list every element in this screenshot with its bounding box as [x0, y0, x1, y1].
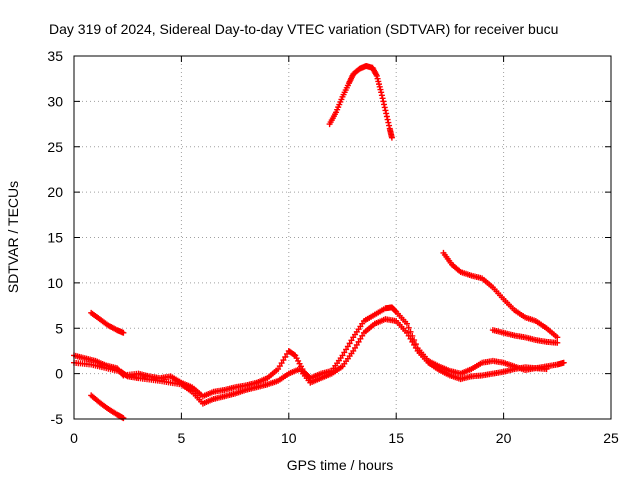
- data-point: [379, 95, 386, 102]
- data-point: [388, 134, 395, 141]
- data-point: [385, 119, 392, 126]
- data-point: [383, 110, 390, 117]
- data-point: [120, 415, 127, 422]
- data-point: [386, 122, 393, 129]
- data-point: [123, 372, 130, 379]
- data-point: [375, 78, 382, 85]
- x-tick-label: 5: [178, 430, 186, 446]
- data-point: [380, 98, 387, 105]
- data-point: [409, 338, 416, 345]
- series-arc-late-a: [440, 249, 561, 341]
- data-point: [560, 359, 567, 366]
- data-point: [357, 335, 364, 342]
- data-point: [353, 341, 360, 348]
- x-tick-label: 10: [281, 430, 297, 446]
- data-point: [339, 352, 346, 359]
- data-point: [280, 357, 287, 364]
- data-point: [373, 72, 380, 79]
- data-point: [344, 343, 351, 350]
- series-arc-short-a: [88, 309, 127, 336]
- data-point: [407, 328, 414, 335]
- x-tick-label: 20: [496, 430, 512, 446]
- data-point: [378, 92, 385, 99]
- data-point: [348, 337, 355, 344]
- plot-frame: [73, 55, 612, 420]
- y-tick-label: 20: [47, 184, 63, 200]
- data-point: [341, 349, 348, 356]
- data-points: [71, 62, 567, 422]
- data-point: [411, 341, 418, 348]
- data-point: [359, 332, 366, 339]
- data-point: [412, 344, 419, 351]
- data-point: [405, 324, 412, 331]
- y-tick-label: 35: [47, 48, 63, 64]
- data-point: [282, 353, 289, 360]
- data-point: [352, 344, 359, 351]
- series-arc-main-1: [71, 304, 567, 400]
- data-point: [377, 86, 384, 93]
- data-point: [554, 334, 561, 341]
- y-tick-label: 0: [55, 366, 63, 382]
- data-point: [275, 366, 282, 373]
- data-point: [378, 89, 385, 96]
- data-point: [350, 347, 357, 354]
- data-point: [291, 351, 298, 358]
- x-tick-label: 15: [388, 430, 404, 446]
- x-axis-label: GPS time / hours: [287, 457, 394, 473]
- series-arc-short-b: [88, 392, 127, 422]
- y-tick-label: 10: [47, 275, 63, 291]
- data-point: [383, 113, 390, 120]
- data-point: [403, 329, 410, 336]
- data-point: [381, 104, 388, 111]
- data-point: [554, 339, 561, 346]
- data-point: [381, 101, 388, 108]
- x-tick-label: 25: [603, 430, 619, 446]
- data-point: [405, 332, 412, 339]
- series-arc-late-b: [489, 327, 561, 346]
- data-point: [376, 83, 383, 90]
- y-tick-label: 15: [47, 230, 63, 246]
- axis-ticks: 0 5 10 15 20 25 -5 0 5 10 15 20 25 30 35: [47, 48, 619, 446]
- data-point: [276, 363, 283, 370]
- data-point: [346, 340, 353, 347]
- y-tick-label: -5: [51, 411, 64, 427]
- series-arc-peak: [326, 62, 395, 141]
- data-point: [376, 81, 383, 88]
- y-tick-label: 5: [55, 320, 63, 336]
- data-point: [384, 116, 391, 123]
- y-tick-label: 25: [47, 139, 63, 155]
- data-point: [543, 366, 550, 373]
- data-point: [120, 329, 127, 336]
- data-point: [407, 335, 414, 342]
- data-point: [278, 360, 285, 367]
- data-point: [343, 346, 350, 353]
- series-arc-main-2: [71, 316, 550, 407]
- data-point: [382, 107, 389, 114]
- y-axis-label: SDTVAR / TECUs: [5, 181, 21, 293]
- chart-title: Day 319 of 2024, Sidereal Day-to-day VTE…: [49, 21, 558, 37]
- data-point: [403, 320, 410, 327]
- data-point: [374, 75, 381, 82]
- y-tick-label: 30: [47, 93, 63, 109]
- data-point: [355, 338, 362, 345]
- x-tick-label: 0: [70, 430, 78, 446]
